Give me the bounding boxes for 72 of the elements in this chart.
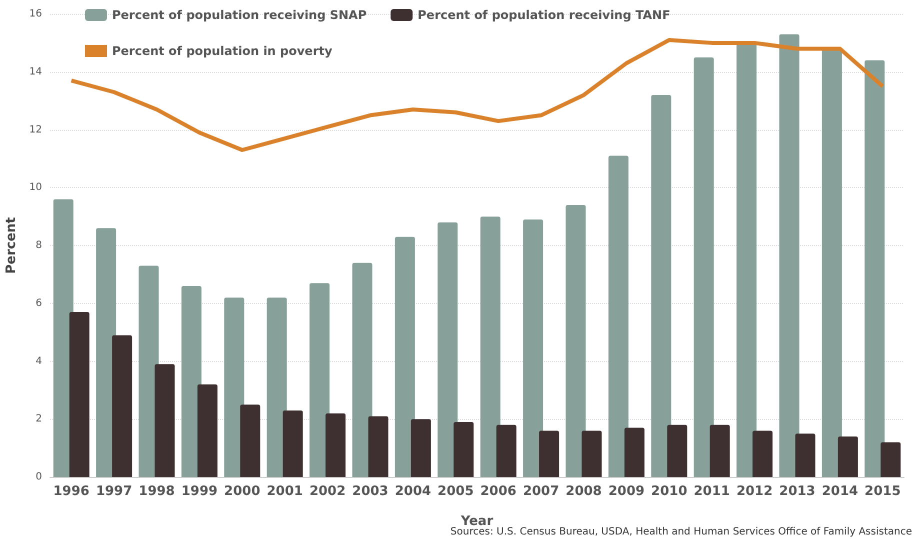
x-tick-label: 2004 [394, 484, 432, 499]
x-tick-label: 2005 [438, 484, 474, 499]
bar [779, 34, 800, 477]
x-tick-label: 2003 [352, 484, 388, 499]
bar [352, 262, 372, 477]
bar [282, 410, 303, 477]
x-tick-label: 2011 [694, 484, 730, 499]
bar [410, 419, 431, 477]
x-tick-label: 2014 [822, 484, 858, 499]
bar [667, 424, 688, 477]
bar [224, 298, 244, 477]
x-tick-label: 1997 [96, 484, 132, 499]
bar [822, 48, 842, 477]
bar [181, 286, 202, 477]
y-tick-label: 2 [36, 414, 42, 425]
y-tick-label: 14 [29, 66, 42, 78]
x-tick-label: 1999 [181, 484, 218, 499]
y-tick-label: 10 [29, 182, 42, 194]
x-tick-label: 2015 [864, 484, 901, 499]
bar [566, 204, 586, 477]
x-tick-label: 2010 [651, 484, 688, 499]
x-tick-label: 1998 [138, 484, 175, 499]
bar [523, 219, 544, 477]
line-series [69, 38, 885, 152]
bar [394, 236, 415, 477]
bar [752, 430, 773, 477]
y-tick-label: 12 [29, 124, 42, 136]
bar [197, 384, 218, 477]
bar [624, 428, 644, 477]
y-axis-title: Percent [4, 217, 19, 274]
y-tick-label: 0 [36, 472, 42, 482]
bar [864, 60, 885, 477]
x-tick-label: 2001 [266, 484, 303, 499]
bar [496, 424, 516, 477]
x-tick-label: 2013 [779, 484, 816, 499]
x-tick-label: 2009 [608, 484, 645, 499]
legend-label: Percent of population receiving TANF [418, 8, 670, 22]
y-tick-label: 16 [29, 8, 42, 20]
bar [880, 442, 901, 477]
bar [310, 283, 330, 477]
bar [608, 156, 628, 477]
x-tick-label: 2008 [566, 484, 602, 499]
x-tick-label: 2002 [309, 484, 346, 499]
bar [326, 413, 346, 477]
bar [454, 422, 474, 477]
bar [539, 430, 560, 477]
bar [112, 335, 132, 477]
bar [154, 364, 175, 477]
legend-label: Percent of population receiving SNAP [112, 8, 367, 22]
bar [240, 404, 260, 477]
x-tick-label: 2006 [480, 484, 516, 499]
y-tick-label: 8 [36, 240, 42, 251]
y-tick-label: 4 [36, 356, 42, 367]
x-tick-label: 2007 [522, 484, 560, 499]
bar [795, 434, 816, 477]
source-note: Sources: U.S. Census Bureau, USDA, Health and Human Services Office of Family Assistance [450, 526, 912, 538]
x-tick-label: 1996 [53, 484, 90, 499]
bar [368, 416, 388, 477]
bar [838, 436, 858, 477]
x-tick-label: 2012 [736, 484, 773, 499]
bar [266, 298, 287, 477]
bar [582, 430, 602, 477]
bar [710, 424, 730, 477]
bar [438, 222, 458, 477]
legend-label: Percent of population in poverty [112, 44, 332, 58]
x-tick-label: 2000 [224, 484, 260, 499]
bar [694, 57, 714, 477]
x-axis-title: Year [460, 514, 494, 529]
y-tick-label: 6 [36, 298, 42, 309]
bar [69, 312, 90, 477]
bar [480, 216, 500, 477]
bar [651, 95, 672, 477]
